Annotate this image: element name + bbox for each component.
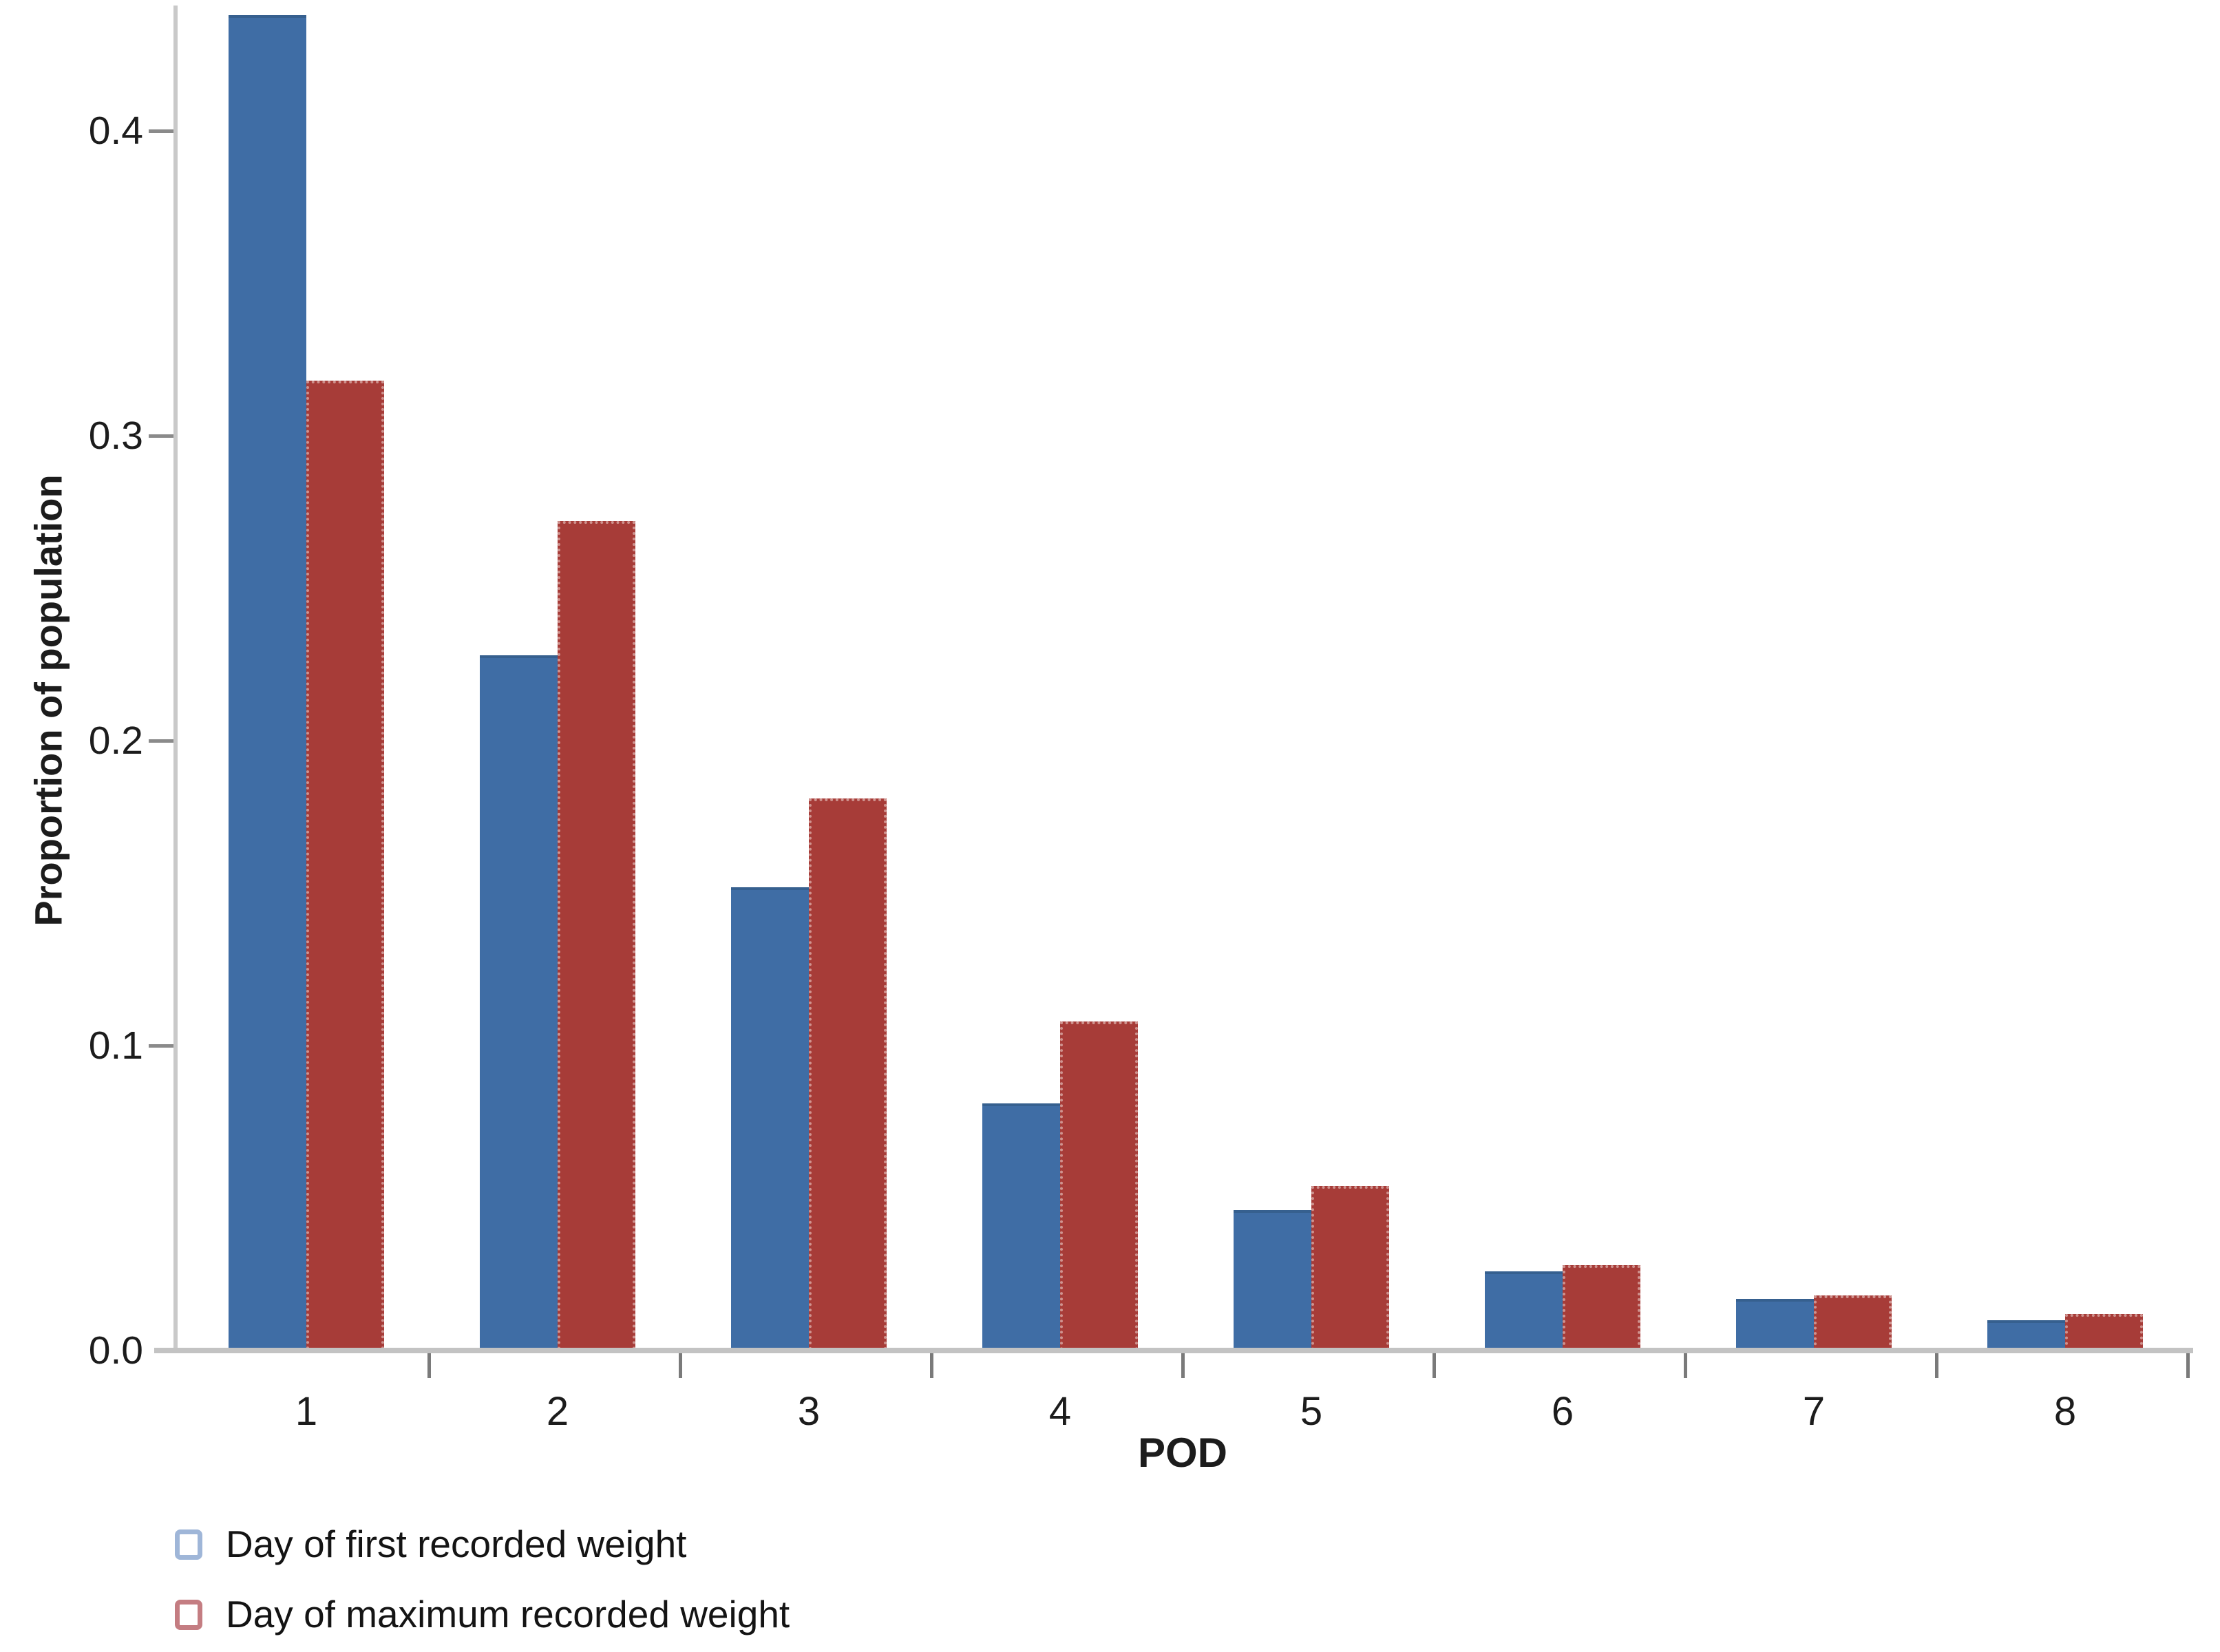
x-axis-tick [1935,1353,1938,1378]
legend-label-first: Day of first recorded weight [226,1523,687,1565]
x-axis-tick [427,1353,431,1378]
y-axis-tick [149,434,173,438]
x-axis-tick [1433,1353,1436,1378]
bar-max-recorded [2065,1314,2143,1351]
bar-first-recorded [1736,1299,1814,1351]
bar-max-recorded [809,798,887,1351]
bar-first-recorded [1234,1210,1311,1351]
y-tick-label: 0.1 [88,1024,143,1068]
x-axis-tick [2186,1353,2190,1378]
bar-first-recorded [982,1103,1060,1351]
y-axis-tick [149,1044,173,1048]
y-tick-label: 0.3 [88,414,143,458]
x-axis-tick [930,1353,933,1378]
x-category-label: 7 [1802,1389,1826,1434]
x-axis-line [154,1348,2193,1353]
y-axis-line [173,6,178,1353]
bar-first-recorded [480,655,558,1351]
x-axis-tick [1181,1353,1185,1378]
x-category-label: 2 [546,1389,569,1434]
x-category-label: 4 [1048,1389,1072,1434]
x-category-label: 1 [295,1389,318,1434]
bar-first-recorded [229,15,306,1351]
bar-first-recorded [1987,1320,2065,1351]
bar-max-recorded [1814,1295,1892,1351]
bar-first-recorded [731,887,809,1351]
y-tick-label: 0.2 [88,719,143,763]
bar-max-recorded [1563,1265,1640,1351]
bar-max-recorded [306,381,384,1351]
x-category-label: 8 [2053,1389,2077,1434]
x-axis-title: POD [1137,1430,1228,1476]
legend-item-max-recorded: Day of maximum recorded weight [175,1596,790,1633]
y-tick-label: 0.0 [88,1328,143,1373]
legend-marker-max-icon [175,1599,202,1630]
x-category-label: 3 [797,1389,821,1434]
legend-label-max: Day of maximum recorded weight [226,1593,790,1635]
bar-first-recorded [1485,1271,1563,1351]
x-category-label: 5 [1300,1389,1323,1434]
x-axis-tick [1684,1353,1687,1378]
x-category-label: 6 [1551,1389,1574,1434]
bar-max-recorded [1311,1186,1389,1351]
legend-item-first-recorded: Day of first recorded weight [175,1525,686,1563]
bar-max-recorded [1060,1021,1138,1351]
y-axis-tick [149,129,173,133]
legend-marker-first-icon [175,1529,202,1560]
y-axis-tick [149,739,173,743]
bar-max-recorded [558,521,635,1351]
y-tick-label: 0.4 [88,109,143,153]
x-axis-tick [679,1353,682,1378]
